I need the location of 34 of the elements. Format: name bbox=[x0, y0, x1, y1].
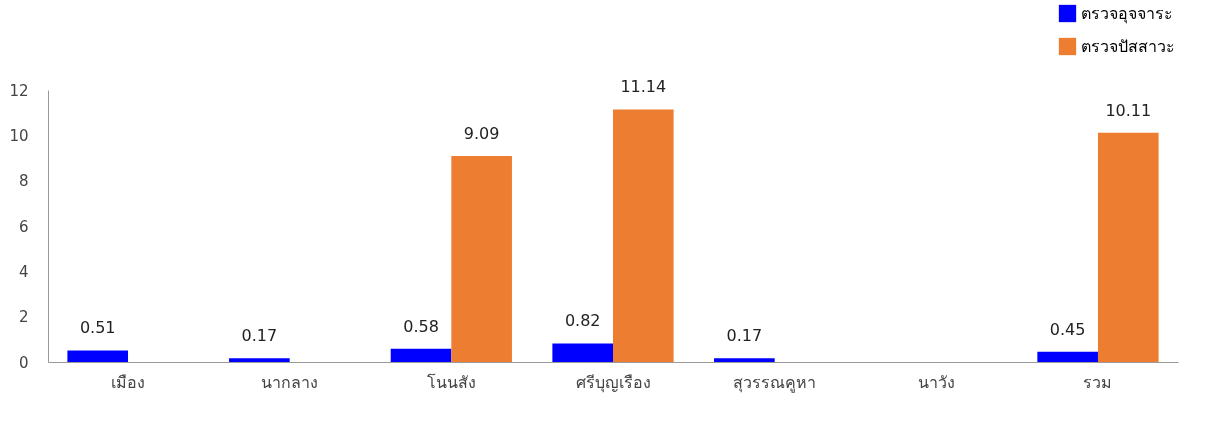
data-label: 0.82 bbox=[564, 311, 601, 331]
bar bbox=[714, 358, 775, 362]
data-label: 0.58 bbox=[403, 316, 439, 336]
x-tick-label: เมือง bbox=[111, 372, 146, 392]
data-label: 11.14 bbox=[620, 77, 667, 97]
x-tick-label: รวม bbox=[1083, 372, 1113, 392]
data-label: 10.11 bbox=[1105, 100, 1152, 120]
bar bbox=[613, 109, 674, 362]
bar bbox=[451, 155, 512, 362]
y-tick-label: 2 bbox=[18, 308, 29, 327]
bar bbox=[1037, 351, 1098, 362]
y-tick-label: 10 bbox=[9, 126, 29, 145]
y-tick-label: 8 bbox=[18, 172, 29, 191]
bar bbox=[390, 348, 452, 362]
data-label: 9.09 bbox=[463, 123, 500, 143]
data-label: 0.17 bbox=[241, 326, 278, 346]
x-tick-label: โนนสัง bbox=[426, 372, 476, 392]
legend-label: ตรวจปัสสาวะ bbox=[1081, 36, 1175, 56]
data-label: 0.17 bbox=[726, 326, 763, 346]
legend-label: ตรวจอุจจาระ bbox=[1081, 3, 1173, 24]
x-tick-label: นาวัง bbox=[917, 372, 955, 392]
x-tick-label: นากลาง bbox=[261, 372, 319, 392]
y-tick-label: 6 bbox=[18, 217, 29, 236]
bar bbox=[67, 350, 129, 362]
y-tick-label: 4 bbox=[18, 262, 29, 281]
data-label: 0.51 bbox=[79, 318, 116, 338]
y-tick-label: 12 bbox=[9, 81, 29, 100]
bar bbox=[229, 358, 290, 362]
x-tick-label: สุวรรณคูหา bbox=[733, 372, 817, 393]
y-tick-label: 0 bbox=[18, 353, 29, 372]
bar bbox=[1097, 132, 1159, 362]
data-label: 0.45 bbox=[1049, 319, 1086, 339]
bar bbox=[552, 343, 613, 362]
x-tick-label: ศรีบุญเรือง bbox=[575, 372, 651, 393]
